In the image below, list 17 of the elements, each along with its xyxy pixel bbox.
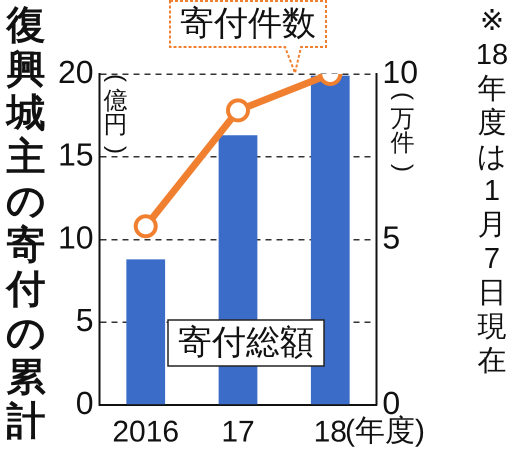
y-tick-label: 10: [58, 219, 94, 256]
y-tick-label: 0: [76, 384, 94, 421]
bar: [126, 259, 166, 404]
y2-axis-title: (万件): [390, 92, 417, 172]
chart-title: 復興城主の寄付の累計: [6, 4, 46, 443]
y-tick-label: 5: [76, 302, 94, 338]
series-label: 寄付件数: [180, 4, 316, 42]
x-tick-label: 17: [221, 415, 255, 448]
x-tick-label: 2016: [112, 415, 180, 448]
y-tick-label: 20: [58, 54, 94, 90]
x-tick-label: 18: [314, 415, 347, 448]
y2-tick-label: 5: [382, 219, 400, 256]
text: ※18年度は1月7日現在: [476, 5, 508, 377]
series-label: 寄付総額: [178, 323, 314, 362]
y-axis-title: (億円): [102, 74, 130, 154]
y-tick-label: 15: [58, 136, 94, 173]
y2-tick-label: 10: [382, 54, 418, 90]
